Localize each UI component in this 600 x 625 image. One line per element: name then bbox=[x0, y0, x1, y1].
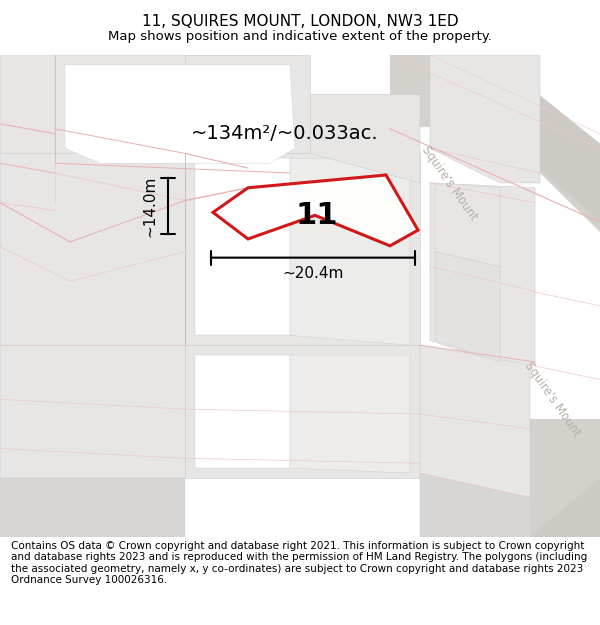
Polygon shape bbox=[195, 158, 290, 336]
Polygon shape bbox=[0, 345, 185, 478]
Polygon shape bbox=[430, 55, 540, 183]
Polygon shape bbox=[290, 355, 410, 473]
Text: Map shows position and indicative extent of the property.: Map shows position and indicative extent… bbox=[108, 30, 492, 43]
Polygon shape bbox=[55, 55, 305, 173]
Polygon shape bbox=[0, 153, 185, 345]
Polygon shape bbox=[195, 355, 290, 468]
Text: ~134m²/~0.033ac.: ~134m²/~0.033ac. bbox=[191, 124, 379, 143]
Polygon shape bbox=[0, 55, 55, 163]
Polygon shape bbox=[65, 65, 295, 163]
Polygon shape bbox=[530, 478, 600, 537]
Polygon shape bbox=[310, 94, 420, 183]
Polygon shape bbox=[185, 55, 310, 153]
Polygon shape bbox=[185, 153, 420, 345]
Polygon shape bbox=[490, 419, 600, 537]
Polygon shape bbox=[185, 345, 420, 478]
Text: 11: 11 bbox=[296, 201, 338, 229]
Text: Contains OS data © Crown copyright and database right 2021. This information is : Contains OS data © Crown copyright and d… bbox=[11, 541, 587, 586]
Polygon shape bbox=[0, 478, 185, 537]
Polygon shape bbox=[420, 345, 530, 498]
Text: ~14.0m: ~14.0m bbox=[143, 175, 157, 237]
Text: Squire's Mount: Squire's Mount bbox=[419, 143, 481, 222]
Polygon shape bbox=[430, 183, 535, 365]
Polygon shape bbox=[435, 183, 500, 266]
Polygon shape bbox=[430, 55, 600, 222]
Polygon shape bbox=[213, 175, 418, 246]
Text: 11, SQUIRES MOUNT, LONDON, NW3 1ED: 11, SQUIRES MOUNT, LONDON, NW3 1ED bbox=[142, 14, 458, 29]
Text: ~20.4m: ~20.4m bbox=[283, 266, 344, 281]
Polygon shape bbox=[390, 55, 600, 232]
Polygon shape bbox=[435, 252, 500, 362]
Text: Squire's Mount: Squire's Mount bbox=[523, 359, 584, 439]
Polygon shape bbox=[420, 473, 530, 537]
Polygon shape bbox=[290, 158, 410, 345]
